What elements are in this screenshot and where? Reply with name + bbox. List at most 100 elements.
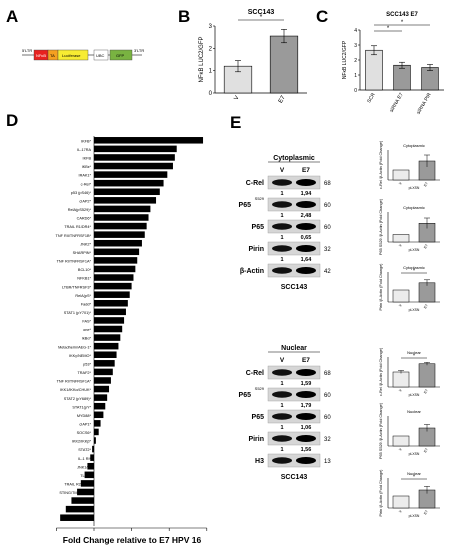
mini-chart-title: Cytoplasmic: [403, 143, 425, 148]
quant-value: 1,79: [301, 403, 312, 409]
bar-label: Metadherin/AEG-1*: [58, 345, 91, 349]
ltr3-label: 3'LTR: [134, 48, 144, 53]
band: [272, 245, 293, 252]
bar-label: TRAIL R2/DR5*: [64, 483, 91, 487]
bar: [77, 488, 94, 496]
bar-label: MYD88*: [77, 414, 92, 418]
x-tick-label: E7: [423, 182, 429, 188]
y-axis-label: Pirin /β-Actin (Fold Change): [379, 469, 383, 517]
bar: [94, 394, 108, 401]
bar-label: IKFB*: [81, 139, 91, 143]
panel-label-c: C: [316, 7, 328, 26]
bar-label: IL-1 RI*: [78, 457, 91, 461]
bar-label: IKK1/IKKα/CHUK*: [60, 388, 91, 392]
bar-label: one*: [83, 328, 91, 332]
x-tick-label: E7: [278, 94, 287, 104]
bar-label: CARD6*: [77, 217, 92, 221]
band: [295, 223, 316, 230]
bar: [94, 257, 138, 264]
x-tick-label: siRNA PIR: [416, 92, 433, 116]
band: [295, 369, 316, 376]
chart-c: 0 1 2 3 4 SCR siRNA E7 siRNA PIR SCC143 E7 NFκB L…: [342, 12, 444, 115]
bar-label: IRAK1*: [79, 174, 92, 178]
mini-chart-title: Nuclear: [407, 350, 421, 355]
bar-label: IkBα*: [82, 337, 92, 341]
bar: [94, 265, 136, 273]
band: [295, 413, 316, 420]
chart-d: IKFB* IL-17RA IKFB IKBε* IRAK1* c-Rel* p53 (pS…: [56, 136, 208, 531]
quant-value: 1,64: [301, 257, 313, 263]
x-tick-label: E7: [423, 448, 429, 454]
bar: [94, 145, 177, 153]
bar-label: p53 (pS46)*: [71, 191, 92, 195]
y-axis-label: Pirin /β-Actin (Fold Change): [379, 263, 383, 311]
band: [272, 369, 293, 376]
bar: [94, 342, 119, 350]
bar-label: BCL10*: [78, 268, 92, 272]
bar: [94, 179, 164, 187]
quant-value: 1: [281, 235, 284, 241]
bar: [94, 402, 106, 410]
x-note: pLXSN: [409, 308, 420, 312]
protein-label: P65: [239, 392, 252, 399]
protein-label: C-Rel: [246, 180, 264, 187]
y-tick-label: 0: [209, 91, 213, 97]
bar: [94, 428, 99, 436]
kda-label: 32: [324, 437, 331, 443]
band: [272, 413, 293, 420]
cell-line-label: SCC143: [281, 474, 308, 481]
bar: [80, 480, 94, 487]
bar: [392, 169, 410, 181]
bar-label: cIAP1*: [79, 423, 91, 427]
bar: [418, 363, 436, 388]
bar-label: cIAP2*: [79, 199, 91, 203]
y-axis-label: NFκB LUC2/GFP: [342, 40, 348, 79]
gfp-label: GFP: [116, 53, 125, 58]
bar: [90, 454, 94, 461]
kda-label: 13: [324, 459, 331, 465]
bar-label: CD40*: [80, 500, 92, 504]
panel-label-e: E: [230, 113, 241, 132]
bar: [94, 291, 130, 298]
bar-label: LTBR/TNFRSF3*: [62, 285, 92, 289]
panel-label-a: A: [6, 7, 18, 26]
bar-label: IKBε*: [82, 165, 92, 169]
kda-label: 60: [324, 203, 331, 209]
blot-title: Nuclear: [281, 345, 307, 352]
bar-label: c-Rel*: [81, 182, 92, 186]
bar: [365, 49, 383, 91]
protein-label: C-Rel: [246, 370, 264, 377]
lane-label: E7: [302, 357, 310, 364]
y-axis-label: P65 S529 /β-Actin (Fold Change): [379, 198, 383, 255]
bar: [392, 371, 410, 388]
protein-superscript: S529: [255, 196, 265, 201]
bar: [84, 471, 94, 479]
y-tick-label: 2: [209, 46, 213, 52]
bar-label: STAT2*: [78, 448, 91, 452]
bar: [94, 248, 140, 256]
ta-label: TA: [50, 53, 55, 58]
bar: [94, 274, 134, 281]
quant-value: 1: [281, 403, 284, 409]
bar: [392, 495, 410, 509]
x-tick-label: V: [398, 181, 403, 186]
kda-label: 60: [324, 225, 331, 231]
luciferase-label: Luciferase: [62, 53, 81, 58]
y-axis-label: NFκB LUC2/GFP: [199, 36, 205, 82]
band: [295, 245, 316, 252]
band: [295, 457, 316, 464]
x-tick-label: E7: [423, 389, 429, 395]
bar-label: TNF RI/TNFRSF1A*: [57, 380, 92, 384]
band: [272, 179, 293, 186]
bar: [392, 234, 410, 243]
bar-label: TRAF2*: [77, 371, 91, 375]
lane-label: E7: [302, 167, 310, 174]
x-note: pLXSN: [409, 452, 420, 456]
y-tick-label: 1: [354, 73, 357, 79]
bar-label: NFKB1*: [77, 277, 91, 281]
